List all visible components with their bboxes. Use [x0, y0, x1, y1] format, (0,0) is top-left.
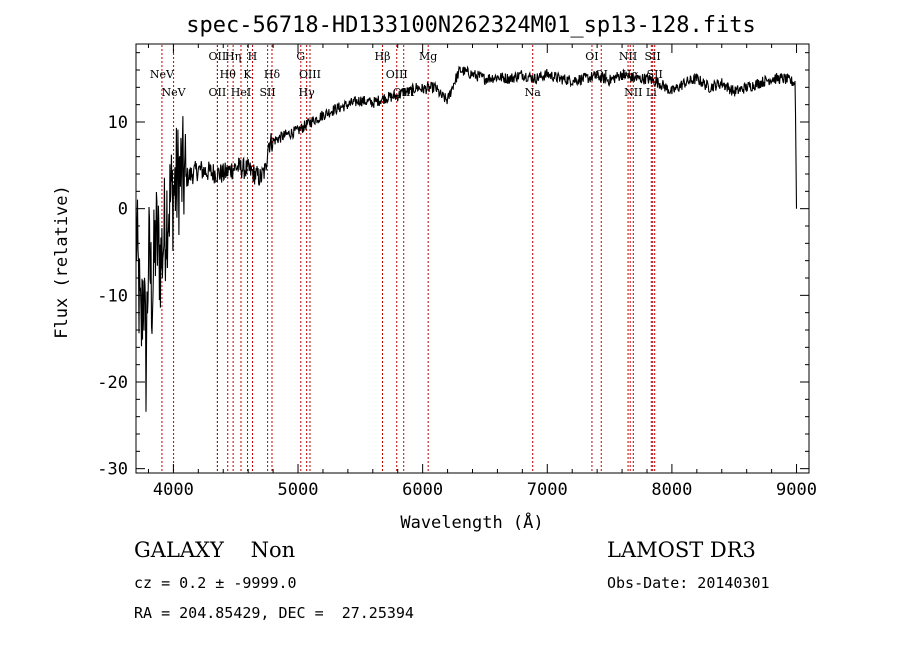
x-tick-label: 6000 [402, 480, 443, 500]
ra-dec-coordinates: RA = 204.85429, DEC = 27.25394 [134, 604, 414, 622]
spectral-line-label: NII [624, 86, 642, 99]
y-tick-label: 10 [108, 113, 128, 133]
spectral-line-label: G [296, 50, 305, 63]
spectral-line-label: NII [619, 50, 637, 63]
plot-frame [135, 43, 810, 474]
spectral-line-label: NeV [150, 68, 175, 81]
spectral-line-label: OI [585, 50, 598, 63]
spectral-line-markers [161, 45, 656, 472]
spectral-line-label: Mg [419, 50, 437, 63]
spectral-line-label: Hγ [299, 86, 316, 99]
spectral-line-label: Hθ [220, 68, 237, 81]
x-axis-label: Wavelength (Å) [400, 511, 543, 533]
spectral-line-label: OII [209, 86, 227, 99]
y-tick-label: 0 [118, 200, 128, 220]
spectral-line-label: OIII [299, 68, 321, 81]
spectral-line-label: HeI [231, 86, 251, 99]
y-tick-label: -10 [97, 286, 128, 306]
spectral-line-label: Hδ [264, 68, 281, 81]
x-tick-label: 5000 [278, 480, 319, 500]
survey-name: LAMOST DR3 [607, 538, 756, 562]
x-tick-label: 4000 [153, 480, 194, 500]
spectral-line-label: SII [260, 86, 276, 99]
spectral-line-label: Li [646, 86, 657, 99]
x-tick-label: 8000 [651, 480, 692, 500]
x-tick-label: 7000 [527, 480, 568, 500]
spectral-line-label: NeV [162, 86, 187, 99]
spectral-line-label: Na [525, 86, 542, 99]
spectral-line-label: H [248, 50, 258, 63]
y-tick-label: -30 [97, 460, 128, 480]
observation-date: Obs-Date: 20140301 [607, 574, 770, 592]
spectral-line-label: Hη [225, 50, 241, 63]
x-tick-label: 9000 [776, 480, 817, 500]
spectral-line-label: SII [645, 50, 661, 63]
spectral-line-label: Hβ [374, 50, 390, 63]
object-class: GALAXY Non [134, 538, 296, 562]
redshift-cz: cz = 0.2 ± -9999.0 [134, 574, 297, 592]
y-axis-label: Flux (relative) [52, 185, 72, 339]
spectral-line-label: OII [209, 50, 227, 63]
spectral-line-label: K [243, 68, 252, 81]
axis-ticks: 4000 5000 6000 7000 8000 9000 -30 -20 -10 0 10 [97, 44, 817, 500]
chart-title: spec-56718-HD133100N262324M01_sp13-128.f… [186, 13, 756, 38]
spectral-line-label: OIII [386, 68, 408, 81]
y-tick-label: -20 [97, 373, 128, 393]
spectrum-line [135, 65, 798, 412]
